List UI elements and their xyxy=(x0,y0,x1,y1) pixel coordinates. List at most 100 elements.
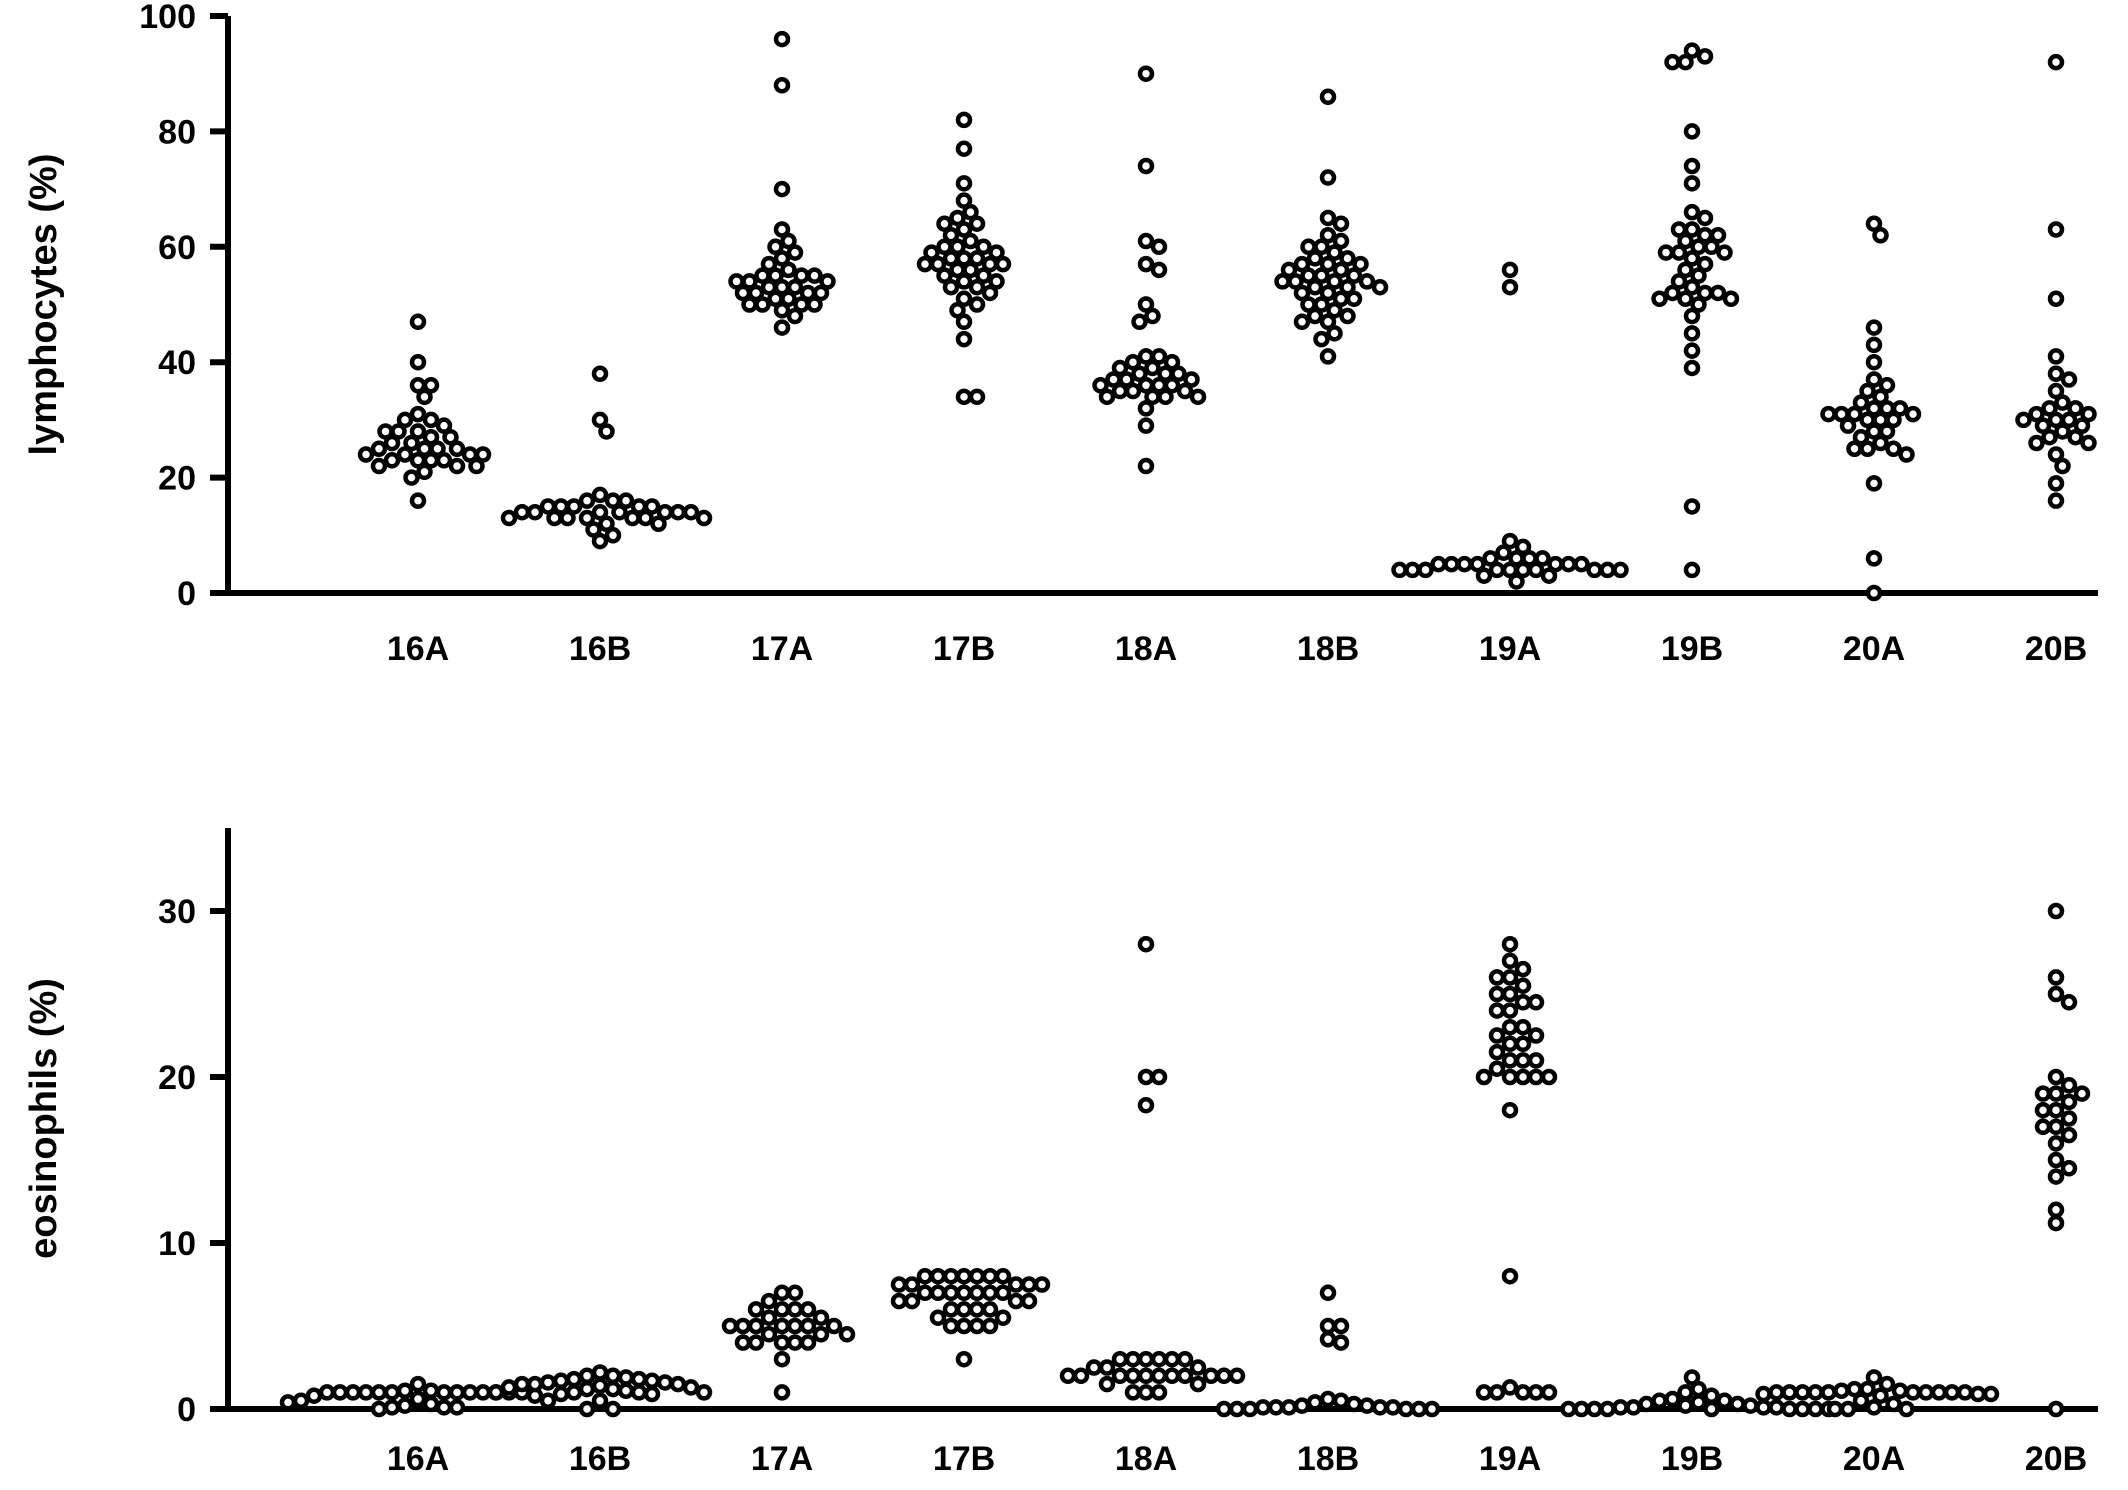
data-point-17B xyxy=(968,296,986,313)
data-point-20B xyxy=(2060,1126,2078,1144)
data-point-19B xyxy=(1683,157,1701,175)
data-point-16A xyxy=(474,446,492,463)
data-point-19B xyxy=(1651,1392,1668,1409)
data-point-16A xyxy=(383,1384,401,1401)
data-point-17A xyxy=(806,296,823,313)
data-point-19B xyxy=(1677,53,1694,71)
data-point-19A xyxy=(1488,985,1506,1003)
data-point-17A xyxy=(825,1317,843,1335)
data-point-19A xyxy=(1501,1035,1519,1053)
data-point-17B xyxy=(975,238,992,256)
data-point-16A xyxy=(539,1392,557,1409)
data-point-17B xyxy=(962,203,979,221)
data-point-16B xyxy=(604,1400,622,1418)
data-point-19B xyxy=(1573,1400,1590,1418)
data-point-18B xyxy=(1319,88,1337,106)
data-point-16A xyxy=(474,1384,492,1401)
data-point-17A xyxy=(767,290,784,307)
data-point-18B xyxy=(1274,273,1291,290)
data-point-18A xyxy=(1137,1096,1155,1114)
data-point-18B xyxy=(1306,1394,1324,1411)
data-point-19B xyxy=(1670,221,1688,238)
y-axis-title: lymphocytes (%) xyxy=(23,154,65,456)
data-point-20B xyxy=(2047,1135,2065,1152)
data-point-19B xyxy=(1677,232,1694,250)
data-point-16B xyxy=(565,1384,583,1401)
data-point-20B xyxy=(2054,423,2071,440)
data-point-16A xyxy=(435,1384,453,1401)
data-point-17A xyxy=(819,273,836,290)
data-point-20B xyxy=(2047,446,2065,463)
data-point-20B xyxy=(2041,400,2058,417)
data-point-17B xyxy=(988,273,1005,290)
data-point-16B xyxy=(617,1369,635,1386)
data-point-17A xyxy=(786,1284,804,1302)
category-label-20B: 20B xyxy=(2025,630,2087,668)
data-point-17B xyxy=(955,388,973,406)
data-point-16B xyxy=(526,1375,544,1393)
data-point-16B xyxy=(630,1384,648,1401)
data-point-17A xyxy=(786,1334,804,1351)
data-point-18A xyxy=(1131,365,1148,382)
data-point-16B xyxy=(695,509,713,527)
data-point-17A xyxy=(773,1384,791,1401)
data-point-17A xyxy=(806,267,823,284)
data-point-16B xyxy=(585,521,602,538)
data-point-16A xyxy=(396,411,414,429)
data-point-18B xyxy=(1358,1397,1376,1414)
data-point-17B xyxy=(955,221,973,238)
data-point-20B xyxy=(2080,405,2097,423)
data-point-18A xyxy=(1124,1350,1142,1368)
data-point-17A xyxy=(734,1317,752,1335)
data-point-16B xyxy=(565,1370,583,1388)
data-point-20B xyxy=(2047,1168,2065,1185)
data-point-16A xyxy=(409,1375,427,1393)
data-point-18B xyxy=(1410,1400,1428,1418)
data-point-18A xyxy=(1150,261,1168,279)
data-point-20B xyxy=(2034,417,2052,434)
data-point-18B xyxy=(1306,307,1324,325)
data-point-19B xyxy=(1612,1399,1629,1416)
data-point-19A xyxy=(1514,1384,1532,1401)
data-point-20B xyxy=(2015,411,2032,429)
data-point-16A xyxy=(409,313,427,331)
lymphocytes-panel: 0 20 40 60 80 100 lymphocytes (%) 16A 16B 17A 17B 1… xyxy=(23,0,2098,668)
data-point-17B xyxy=(955,140,973,157)
data-point-16B xyxy=(591,365,609,382)
data-point-17B xyxy=(942,278,960,296)
data-point-16B xyxy=(682,503,700,521)
data-point-18B xyxy=(1293,255,1311,273)
data-point-19B xyxy=(1690,1380,1707,1398)
data-point-16B xyxy=(552,1372,570,1390)
data-point-17B xyxy=(955,175,973,192)
y-tick-label: 20 xyxy=(158,1059,196,1097)
data-point-16B xyxy=(591,532,609,550)
data-point-16B xyxy=(591,411,609,429)
data-point-17A xyxy=(721,1317,739,1335)
data-point-18B xyxy=(1339,278,1356,296)
data-point-16A xyxy=(279,1394,297,1411)
data-point-18B xyxy=(1241,1400,1259,1418)
data-point-17B xyxy=(890,1276,908,1293)
data-point-19B xyxy=(1683,250,1701,267)
data-point-16B xyxy=(682,1379,700,1396)
data-point-19B xyxy=(1709,227,1727,244)
data-point-19A xyxy=(1514,960,1532,978)
data-point-20B xyxy=(2060,1160,2078,1177)
data-point-20A xyxy=(1885,411,1902,429)
data-point-18A xyxy=(1137,65,1155,82)
data-point-17A xyxy=(786,1301,804,1318)
data-point-19B xyxy=(1696,209,1714,227)
data-point-16B xyxy=(578,509,596,527)
data-point-19A xyxy=(1573,555,1590,573)
data-point-18A xyxy=(1163,1350,1181,1368)
data-point-18B xyxy=(1293,313,1311,331)
data-point-19B xyxy=(1599,1400,1616,1418)
data-point-19B xyxy=(1683,325,1701,342)
data-point-17A xyxy=(773,76,791,94)
data-point-18B xyxy=(1306,250,1324,267)
data-point-18A xyxy=(1137,232,1155,250)
data-point-20A xyxy=(1898,446,1915,463)
data-point-20A xyxy=(1852,1392,1870,1409)
data-point-19A xyxy=(1501,952,1519,970)
